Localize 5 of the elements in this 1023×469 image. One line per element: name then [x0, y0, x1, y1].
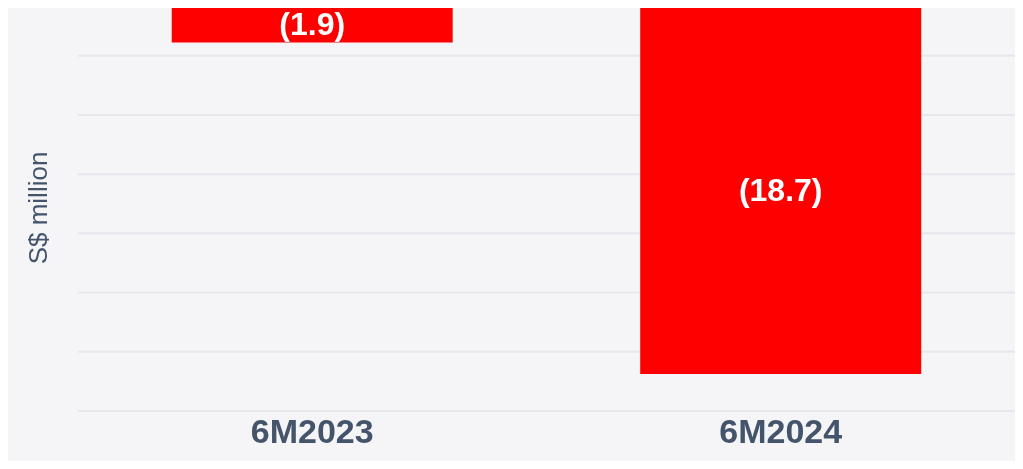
x-tick-label: 6M2024: [719, 412, 843, 451]
y-axis-title: S$ million: [23, 151, 54, 265]
data-label: (1.9): [279, 6, 346, 43]
data-label: (18.7): [738, 171, 823, 208]
x-tick-label: 6M2023: [250, 412, 374, 451]
